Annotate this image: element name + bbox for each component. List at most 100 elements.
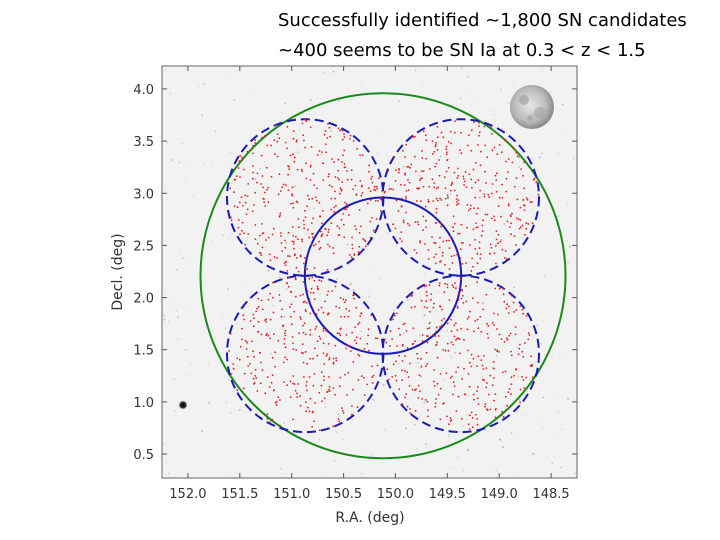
sn-candidate-point <box>235 175 238 178</box>
background-star <box>325 148 326 150</box>
background-star <box>448 435 450 438</box>
sn-candidate-point <box>446 194 449 197</box>
background-star <box>337 342 339 344</box>
sn-candidate-point <box>451 181 454 184</box>
sn-candidate-point <box>253 355 256 358</box>
sn-candidate-point <box>429 310 431 313</box>
sn-candidate-point <box>368 164 371 167</box>
sn-candidate-point <box>425 300 428 302</box>
sn-candidate-point <box>312 244 315 247</box>
sn-candidate-point <box>239 233 241 236</box>
background-star <box>228 433 230 436</box>
background-star <box>320 292 322 295</box>
sn-candidate-point <box>463 367 465 370</box>
sn-candidate-point <box>245 348 248 350</box>
sn-candidate-point <box>309 126 312 129</box>
sn-candidate-point <box>357 251 360 254</box>
background-star <box>179 243 181 245</box>
sn-candidate-point <box>515 309 518 311</box>
sn-candidate-point <box>251 177 254 180</box>
background-star <box>390 320 393 322</box>
background-star <box>517 333 520 336</box>
sn-candidate-point <box>366 383 368 386</box>
sn-candidate-point <box>256 242 259 245</box>
sn-candidate-point <box>320 230 322 233</box>
sn-candidate-point <box>295 141 298 143</box>
sn-candidate-point <box>311 411 314 414</box>
sn-candidate-point <box>465 186 468 189</box>
sn-candidate-point <box>324 130 327 133</box>
sn-candidate-point <box>306 205 309 208</box>
sn-candidate-point <box>316 287 319 290</box>
sn-candidate-point <box>447 196 449 199</box>
sn-candidate-point <box>304 146 306 149</box>
sn-candidate-point <box>443 176 446 179</box>
sn-candidate-point <box>279 424 281 427</box>
sn-candidate-point <box>343 316 346 318</box>
sn-candidate-point <box>381 190 383 192</box>
sn-candidate-point <box>380 198 382 201</box>
background-star <box>277 212 279 214</box>
background-star <box>368 166 371 169</box>
sn-candidate-point <box>238 201 241 204</box>
sn-candidate-point <box>478 131 481 134</box>
sn-candidate-point <box>444 187 447 190</box>
sn-candidate-point <box>268 386 271 388</box>
sn-candidate-point <box>448 423 450 426</box>
background-star <box>330 270 333 272</box>
sn-candidate-point <box>402 150 404 152</box>
sn-candidate-point <box>296 238 299 241</box>
sn-candidate-point <box>511 161 514 164</box>
sn-candidate-point <box>419 240 422 242</box>
sn-candidate-point <box>269 318 272 321</box>
sn-candidate-point <box>292 206 295 209</box>
plot-area <box>161 65 578 479</box>
sn-candidate-point <box>302 301 305 304</box>
x-tick-label: 149.0 <box>481 487 518 502</box>
sn-candidate-point <box>266 144 269 147</box>
sn-candidate-point <box>249 320 252 322</box>
sn-candidate-point <box>446 158 449 161</box>
sn-candidate-point <box>232 363 235 365</box>
sn-candidate-point <box>462 301 465 304</box>
sn-candidate-point <box>310 287 313 290</box>
background-star <box>349 283 352 286</box>
sn-candidate-point <box>354 184 357 187</box>
sn-candidate-point <box>277 339 280 342</box>
background-star <box>443 378 446 381</box>
background-star <box>509 338 511 340</box>
sn-candidate-point <box>292 241 295 243</box>
sn-candidate-point <box>529 201 532 203</box>
sn-candidate-point <box>313 373 316 375</box>
sn-candidate-point <box>319 246 322 249</box>
sn-candidate-point <box>341 129 344 132</box>
sn-candidate-point <box>359 337 362 340</box>
background-star <box>360 335 362 338</box>
sn-candidate-point <box>394 227 397 230</box>
sn-candidate-point <box>371 365 373 368</box>
sn-candidate-point <box>291 194 294 197</box>
y-tick-label: 0.5 <box>133 448 154 463</box>
background-star <box>167 314 169 316</box>
background-star <box>493 113 496 116</box>
background-star <box>542 396 544 399</box>
sn-candidate-point <box>456 337 459 340</box>
background-star <box>185 374 188 377</box>
sn-candidate-point <box>309 312 312 315</box>
sn-candidate-point <box>274 153 276 156</box>
background-star <box>437 290 440 293</box>
background-star <box>363 111 365 114</box>
sn-candidate-point <box>252 144 254 147</box>
sn-candidate-point <box>309 291 312 294</box>
background-star <box>376 153 379 155</box>
sn-candidate-point <box>340 315 342 318</box>
sn-candidate-point <box>445 153 448 156</box>
sn-candidate-point <box>440 199 443 201</box>
sn-candidate-point <box>313 279 316 282</box>
background-star <box>501 446 504 448</box>
x-tick-label: 150.5 <box>325 487 362 502</box>
sn-candidate-point <box>344 201 346 204</box>
background-star <box>407 285 410 288</box>
sn-candidate-point <box>505 307 508 310</box>
sn-candidate-point <box>302 262 305 265</box>
